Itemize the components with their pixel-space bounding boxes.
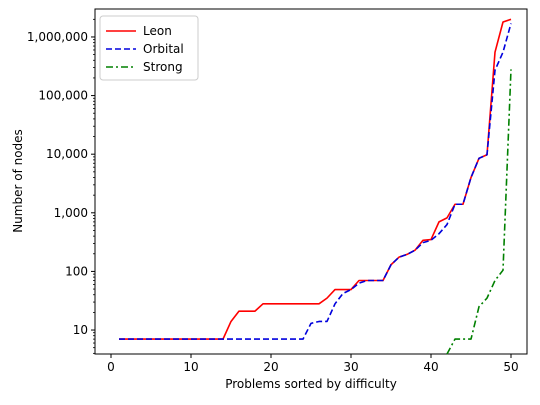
x-tick-label: 40 [423, 360, 438, 374]
y-tick-label: 100,000 [38, 89, 88, 103]
legend: Leon Orbital Strong [99, 15, 199, 81]
legend-label-strong: Strong [143, 60, 183, 74]
y-axis-label: Number of nodes [11, 129, 25, 233]
x-tick-label: 30 [343, 360, 358, 374]
series-line-orbital [119, 23, 512, 340]
x-axis-label: Problems sorted by difficulty [225, 377, 397, 391]
plot-frame [94, 8, 528, 355]
series-line-strong [446, 69, 512, 355]
x-tick-label: 50 [503, 360, 518, 374]
x-tick-label: 0 [107, 360, 115, 374]
x-tick-label: 20 [263, 360, 278, 374]
y-tick-label: 1,000,000 [27, 30, 88, 44]
legend-box [99, 15, 199, 81]
legend-label-orbital: Orbital [143, 42, 184, 56]
y-axis-ticks: 10 100 1,000 10,000 100,000 1,000,000 [27, 18, 95, 354]
y-tick-label: 1,000 [54, 206, 88, 220]
y-tick-label: 100 [65, 264, 88, 278]
x-axis-ticks: 0 10 20 30 40 50 [107, 354, 519, 374]
legend-label-leon: Leon [143, 24, 172, 38]
y-tick-label: 10 [73, 323, 88, 337]
x-tick-label: 10 [183, 360, 198, 374]
y-tick-label: 10,000 [46, 147, 88, 161]
series-lines [119, 18, 512, 355]
